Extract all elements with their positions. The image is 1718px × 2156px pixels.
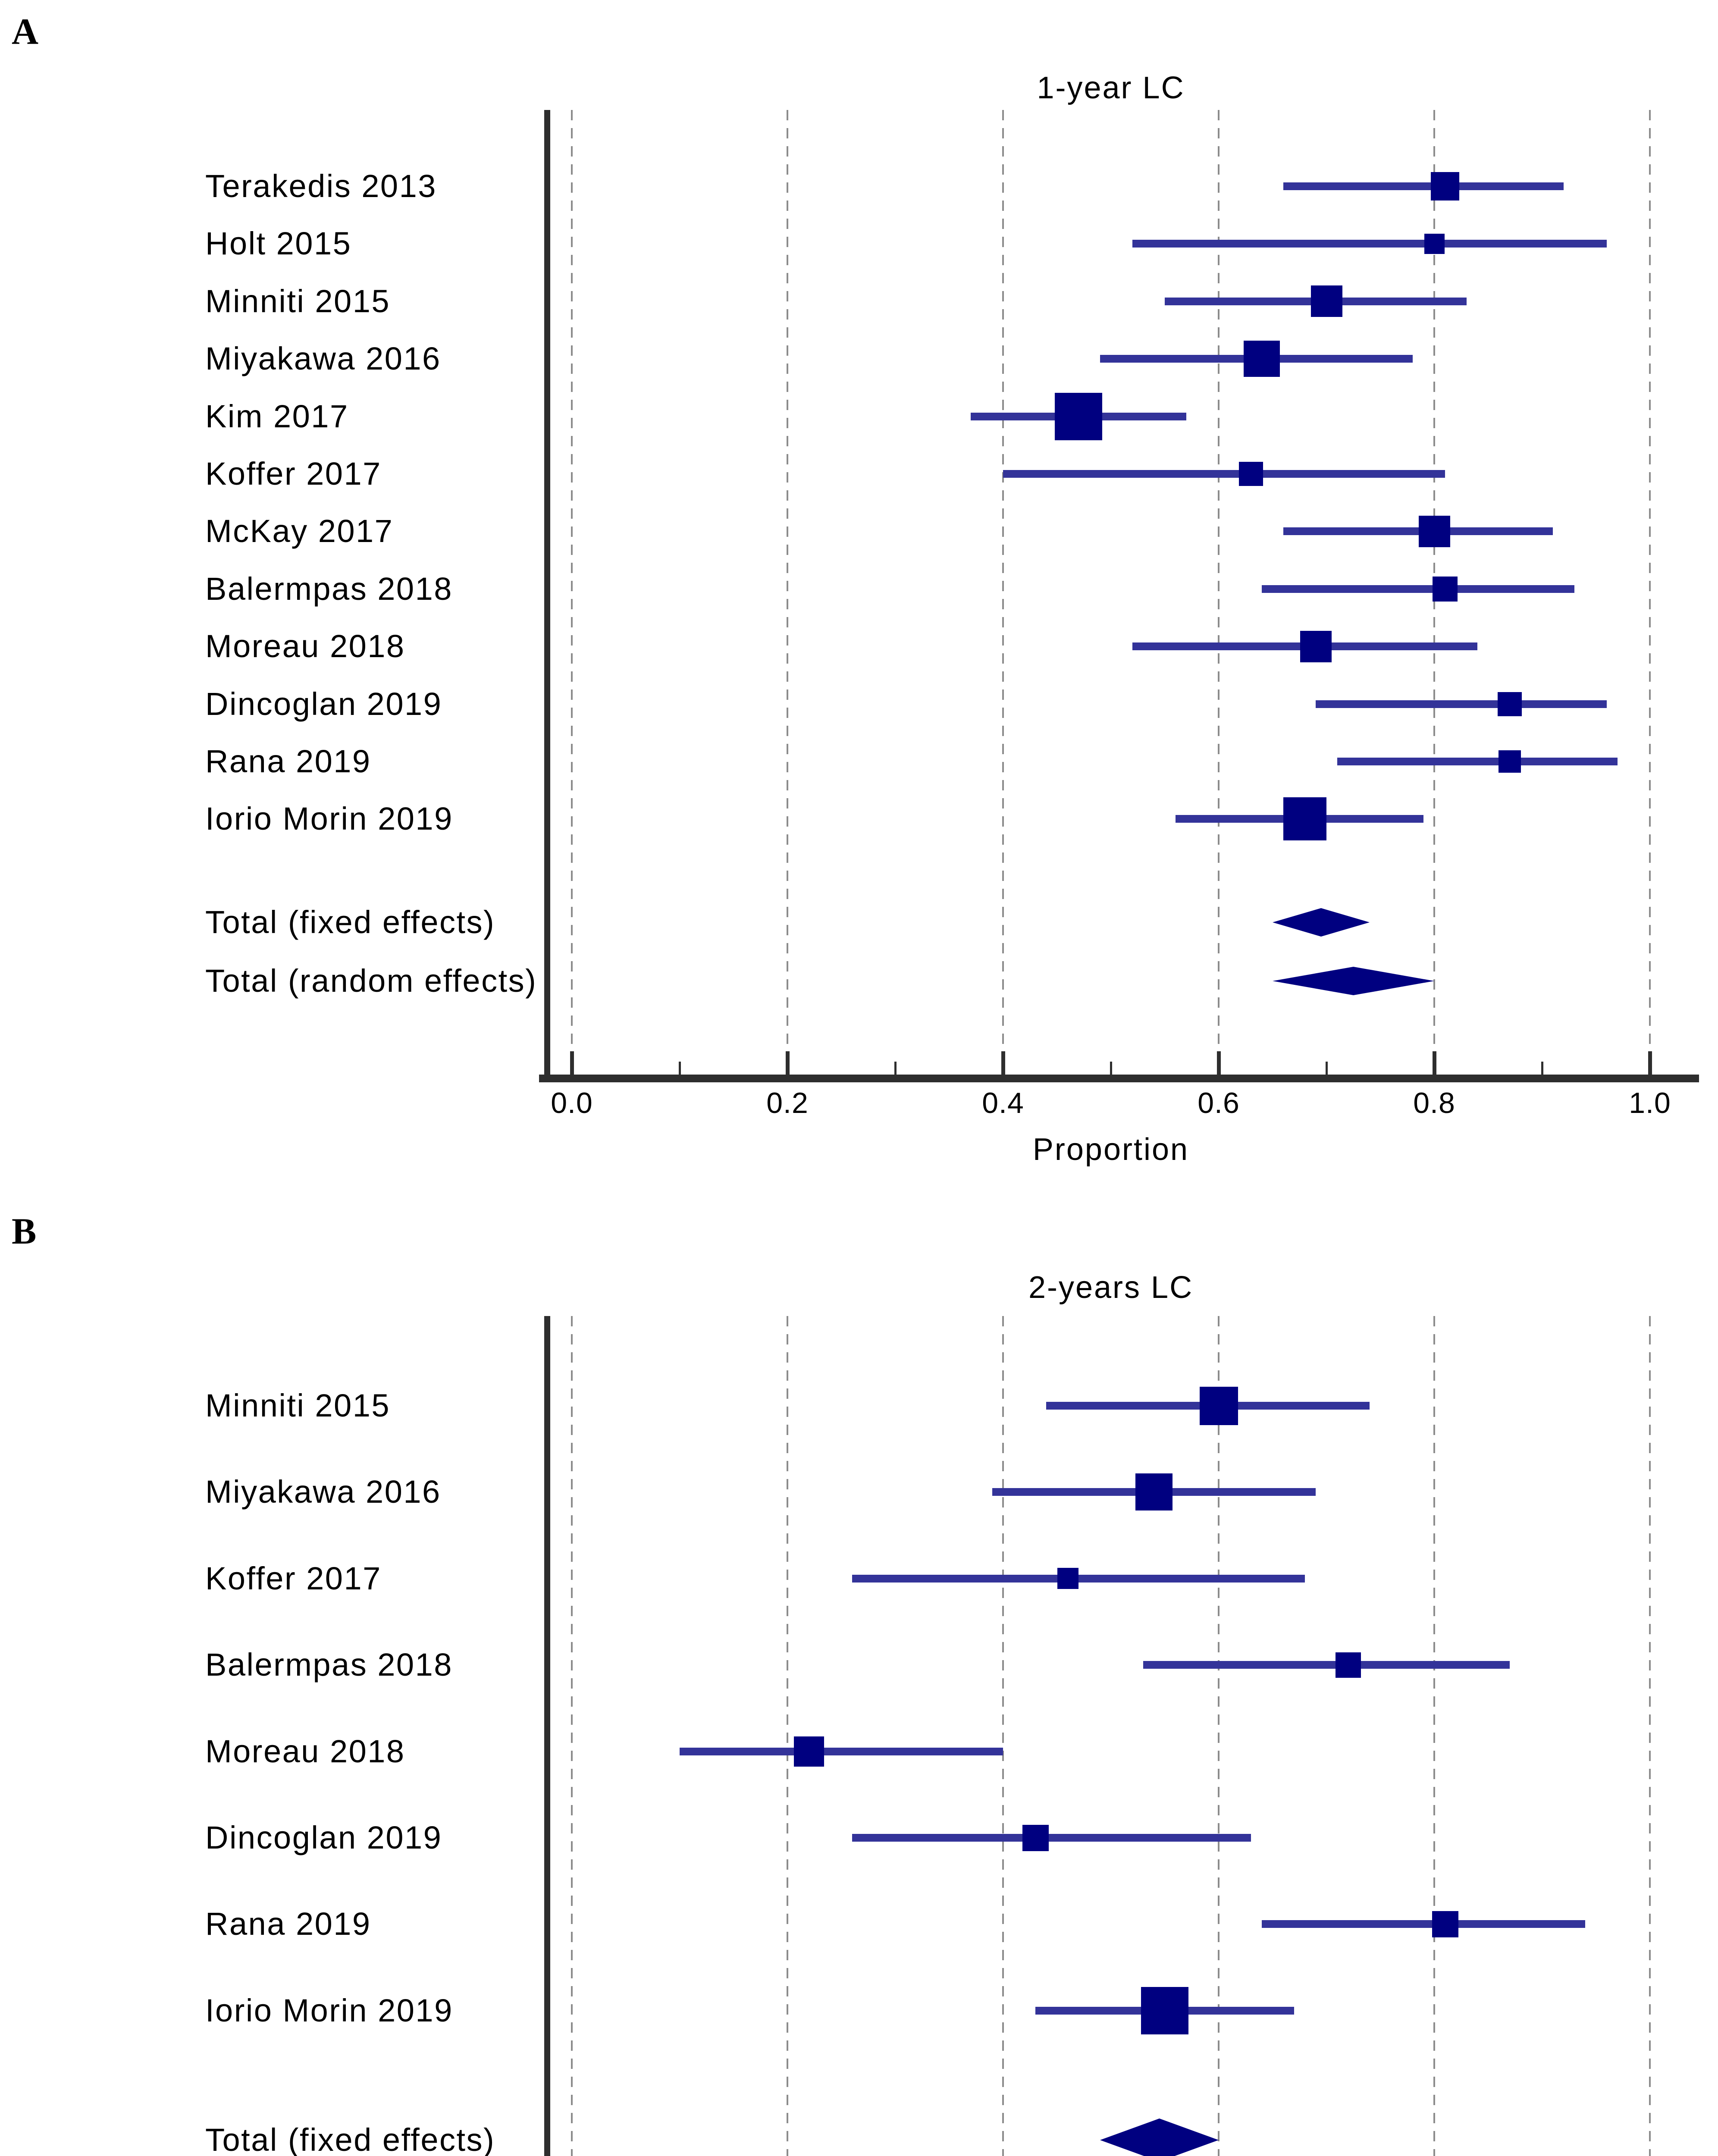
ci-line xyxy=(1337,758,1618,765)
effect-square xyxy=(1300,630,1332,662)
gridline-0.0 xyxy=(571,1316,573,2156)
x-tick-label: 0.6 xyxy=(1198,1087,1240,1119)
effect-square xyxy=(1135,1473,1173,1511)
ci-line xyxy=(1132,240,1607,248)
x-major-tick xyxy=(785,1051,790,1075)
gridline-0.6 xyxy=(1218,110,1220,1075)
x-minor-tick xyxy=(1325,1062,1328,1075)
effect-square xyxy=(1310,285,1342,317)
x-minor-tick xyxy=(1110,1062,1112,1075)
effect-square xyxy=(1418,515,1450,547)
y-axis-spine xyxy=(544,1316,550,2156)
x-tick-label: 1.0 xyxy=(1629,1087,1671,1119)
x-axis-label: Proportion xyxy=(1032,1132,1189,1167)
ci-line xyxy=(1003,470,1445,478)
total-row-label: Total (fixed effects) xyxy=(205,904,495,940)
ci-line xyxy=(852,1574,1305,1583)
x-tick-label: 0.2 xyxy=(766,1087,809,1119)
ci-line xyxy=(852,1834,1251,1842)
x-minor-tick xyxy=(1541,1062,1543,1075)
ci-line xyxy=(1283,182,1564,190)
total-row-label: Total (random effects) xyxy=(205,963,537,999)
gridline-1.0 xyxy=(1649,110,1651,1075)
effect-square xyxy=(1022,1824,1049,1851)
x-major-tick xyxy=(1648,1051,1652,1075)
study-row-label: Iorio Morin 2019 xyxy=(205,1992,453,2028)
effect-square xyxy=(1431,172,1459,201)
effect-square xyxy=(1433,576,1458,602)
panel-letter: B xyxy=(12,1210,37,1252)
effect-square xyxy=(1335,1652,1361,1678)
gridline-0.6 xyxy=(1218,1316,1220,2156)
effect-square xyxy=(1199,1386,1238,1425)
study-row-label: Kim 2017 xyxy=(205,398,349,434)
effect-square xyxy=(1141,1987,1188,2034)
study-row-label: McKay 2017 xyxy=(205,513,394,549)
y-axis-spine xyxy=(544,110,550,1082)
study-row-label: Dincoglan 2019 xyxy=(205,686,442,722)
study-row-label: Holt 2015 xyxy=(205,226,352,262)
study-row-label: Miyakawa 2016 xyxy=(205,341,441,377)
x-minor-tick xyxy=(894,1062,897,1075)
study-row-label: Balermpas 2018 xyxy=(205,570,453,607)
effect-square xyxy=(1239,462,1263,486)
x-major-tick xyxy=(1432,1051,1436,1075)
ci-line xyxy=(1283,527,1553,536)
x-major-tick xyxy=(1001,1051,1005,1075)
study-row-label: Iorio Morin 2019 xyxy=(205,801,453,837)
study-row-label: Miyakawa 2016 xyxy=(205,1474,441,1510)
effect-square xyxy=(794,1736,824,1767)
x-tick-label: 0.0 xyxy=(551,1087,593,1119)
effect-square xyxy=(1283,797,1326,841)
effect-square xyxy=(1057,1568,1078,1589)
gridline-0.4 xyxy=(1002,1316,1004,2156)
effect-square xyxy=(1432,1911,1458,1937)
study-row-label: Koffer 2017 xyxy=(205,1560,382,1596)
study-row-label: Terakedis 2013 xyxy=(205,168,437,204)
panel-letter: A xyxy=(12,11,39,52)
study-row-label: Minniti 2015 xyxy=(205,283,391,319)
study-row-label: Koffer 2017 xyxy=(205,456,382,492)
study-row-label: Balermpas 2018 xyxy=(205,1647,453,1683)
effect-square xyxy=(1055,392,1102,440)
x-major-tick xyxy=(1216,1051,1221,1075)
ci-line xyxy=(1316,700,1607,708)
ci-line xyxy=(1262,1920,1585,1928)
ci-line xyxy=(680,1747,1003,1755)
ci-line xyxy=(1143,1661,1510,1669)
total-row-label: Total (fixed effects) xyxy=(205,2122,495,2156)
gridline-0.2 xyxy=(787,110,788,1075)
effect-square xyxy=(1244,341,1280,377)
effect-square xyxy=(1499,750,1521,773)
x-major-tick xyxy=(570,1051,574,1075)
x-minor-tick xyxy=(678,1062,681,1075)
gridline-0.4 xyxy=(1002,110,1004,1075)
study-row-label: Minniti 2015 xyxy=(205,1388,391,1423)
gridline-0.2 xyxy=(787,1316,788,2156)
gridline-0.8 xyxy=(1433,1316,1435,2156)
panel-title: 2-years LC xyxy=(1028,1270,1194,1305)
x-tick-label: 0.8 xyxy=(1413,1087,1455,1119)
effect-square xyxy=(1498,692,1522,716)
x-axis-line xyxy=(539,1075,1699,1082)
gridline-0.0 xyxy=(571,110,573,1075)
ci-line xyxy=(1262,585,1574,593)
study-row-label: Rana 2019 xyxy=(205,743,371,779)
study-row-label: Dincoglan 2019 xyxy=(205,1820,442,1855)
x-tick-label: 0.4 xyxy=(982,1087,1024,1119)
study-row-label: Moreau 2018 xyxy=(205,1733,405,1769)
study-row-label: Rana 2019 xyxy=(205,1906,371,1942)
panel-title: 1-year LC xyxy=(1037,71,1185,105)
gridline-1.0 xyxy=(1649,1316,1651,2156)
effect-square xyxy=(1424,233,1445,254)
study-row-label: Moreau 2018 xyxy=(205,628,405,664)
summary-diamond xyxy=(1100,2118,1219,2156)
